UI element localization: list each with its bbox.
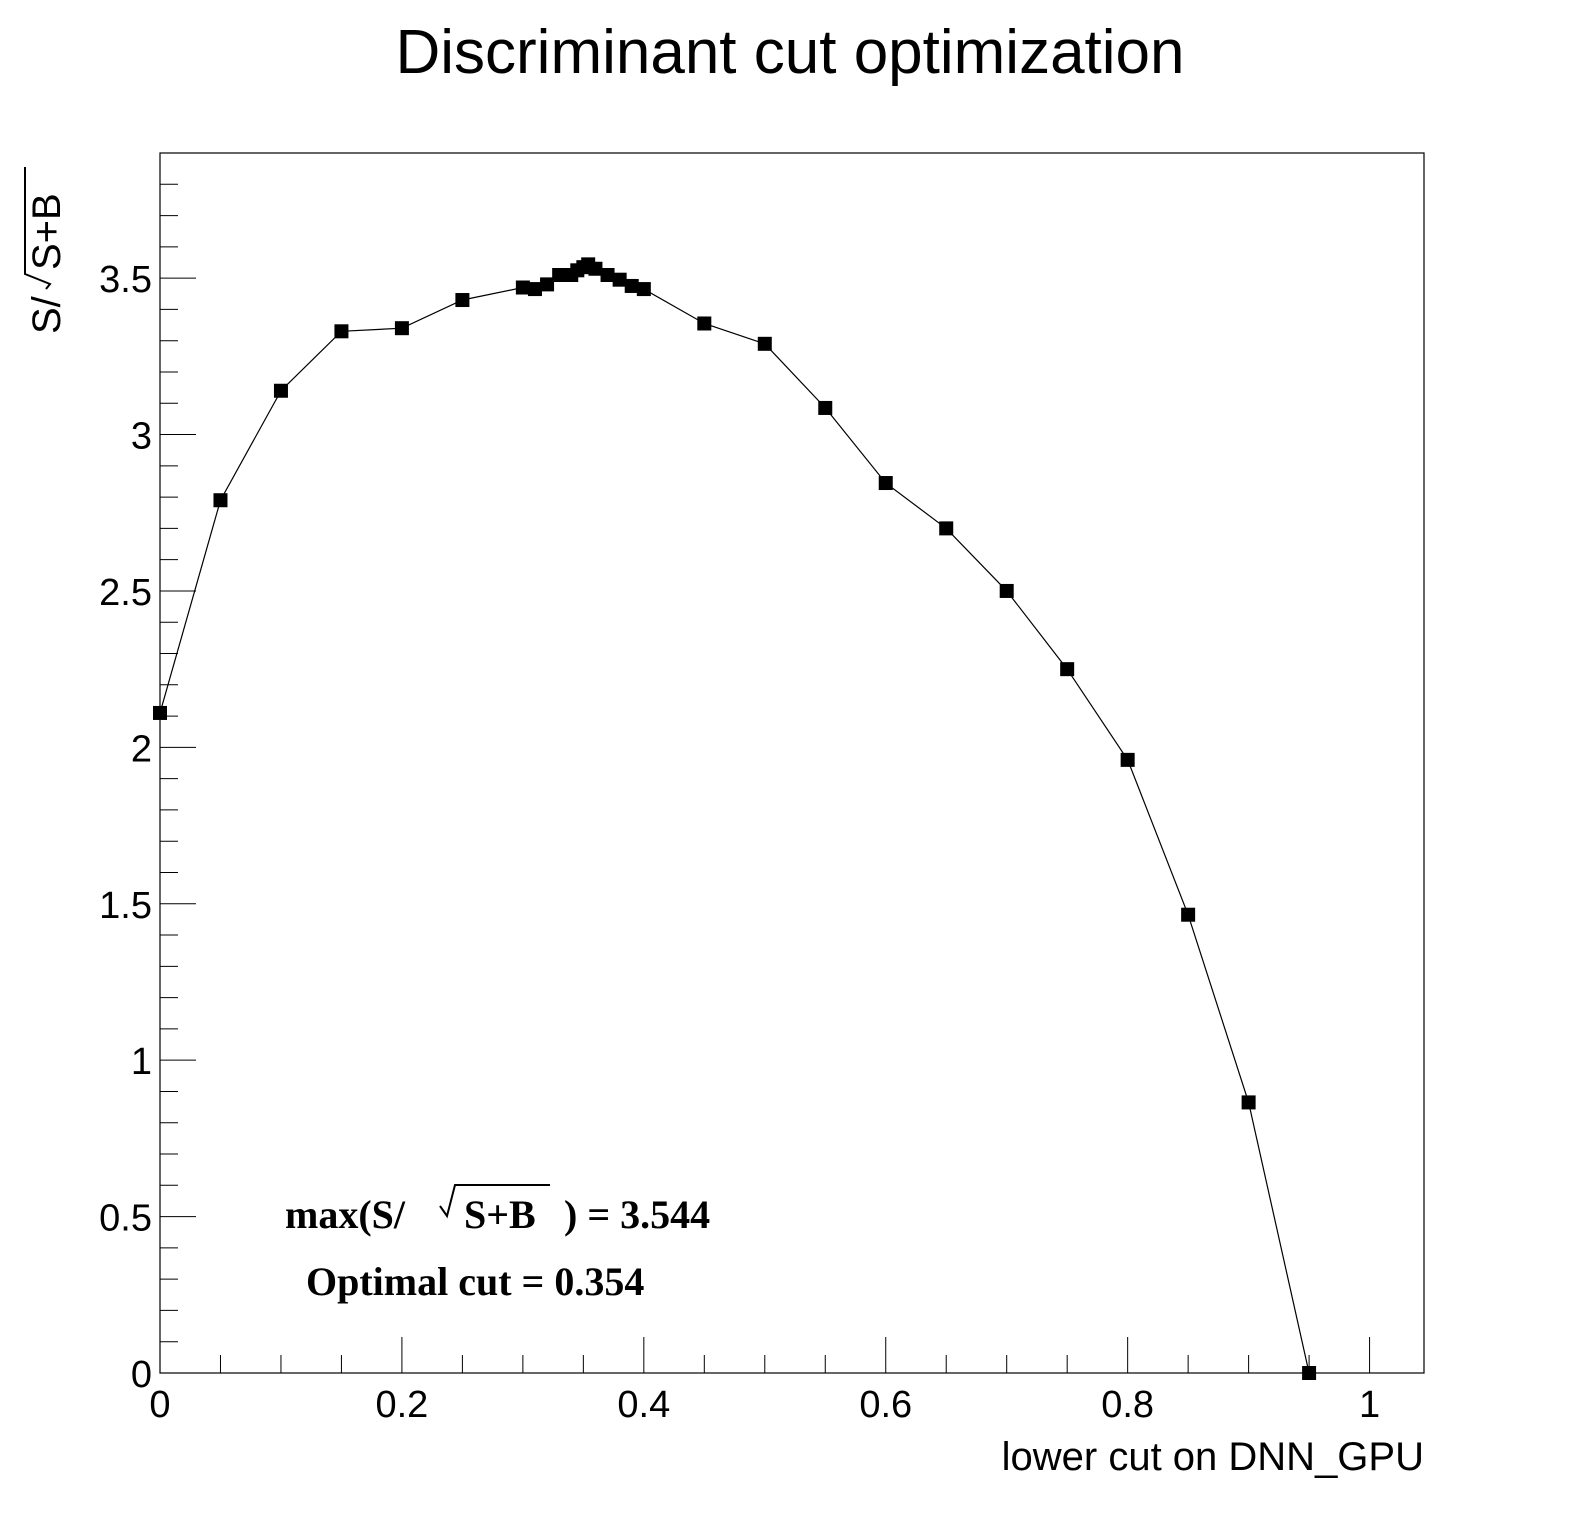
annotation-max-suffix: ) = 3.544 <box>564 1192 710 1237</box>
chart-title: Discriminant cut optimization <box>395 18 1184 87</box>
data-point-marker <box>636 282 651 297</box>
data-point-marker <box>818 400 833 415</box>
data-point-marker <box>1060 662 1075 677</box>
x-axis-label: lower cut on DNN_GPU <box>1002 1435 1424 1479</box>
y-tick-label: 1.5 <box>99 885 152 927</box>
y-axis: 0 0.5 1 1.5 2 2.5 3 3.5 <box>99 152 196 1396</box>
data-point-marker <box>1181 907 1196 922</box>
data-point-marker <box>939 521 954 536</box>
data-point-marker <box>213 493 228 508</box>
y-axis-label-radicand: S+B <box>25 193 69 270</box>
y-tick-label: 0.5 <box>99 1198 152 1240</box>
y-tick-label: 3.5 <box>99 259 152 301</box>
x-tick-label: 1 <box>1359 1384 1380 1426</box>
data-point-marker <box>515 280 530 295</box>
data-point-marker <box>1241 1095 1256 1110</box>
y-axis-label-radical-sign <box>24 167 52 290</box>
x-tick-label: 0.6 <box>859 1384 912 1426</box>
x-tick-label: 0.4 <box>617 1384 670 1426</box>
annotation-max-radicand: S+B <box>464 1192 536 1237</box>
data-point-marker <box>588 261 603 276</box>
data-point-marker <box>540 277 555 292</box>
data-point-marker <box>999 583 1014 598</box>
plot-frame <box>159 152 1425 1374</box>
x-tick-label: 0.8 <box>1101 1384 1154 1426</box>
data-point-marker <box>334 324 349 339</box>
y-axis-label-prefix: S/ <box>25 295 69 334</box>
annotation-max-prefix: max(S/ <box>285 1192 406 1237</box>
y-tick-label: 3 <box>131 416 152 458</box>
data-point-marker <box>697 316 712 331</box>
y-tick-label: 0 <box>131 1354 152 1396</box>
data-point-marker <box>878 476 893 491</box>
annotation-optimal-cut: Optimal cut = 0.354 <box>306 1259 644 1304</box>
series-markers <box>153 257 1317 1380</box>
data-point-marker <box>1120 752 1135 767</box>
data-point-marker <box>757 336 772 351</box>
data-point-marker <box>394 321 409 336</box>
annotation-radical-sign <box>439 1184 550 1219</box>
y-tick-label: 2.5 <box>99 572 152 614</box>
data-point-marker <box>612 272 627 287</box>
annotation-max: max(S/ S+B ) = 3.544 <box>285 1184 710 1237</box>
data-point-marker <box>600 268 615 282</box>
data-point-marker <box>552 268 567 282</box>
x-axis: 0 0.2 0.4 0.6 0.8 1 <box>149 1337 1380 1426</box>
y-tick-label: 2 <box>131 728 152 770</box>
x-tick-label: 0 <box>149 1384 170 1426</box>
data-point-marker <box>455 293 470 308</box>
x-tick-label: 0.2 <box>375 1384 428 1426</box>
data-point-marker <box>273 383 288 398</box>
data-point-marker <box>1302 1366 1317 1380</box>
y-tick-label: 1 <box>131 1041 152 1083</box>
data-point-marker <box>624 278 639 293</box>
y-axis-label: S/ S+B <box>24 167 69 334</box>
data-point-marker <box>153 705 167 720</box>
data-point-marker <box>527 282 542 297</box>
